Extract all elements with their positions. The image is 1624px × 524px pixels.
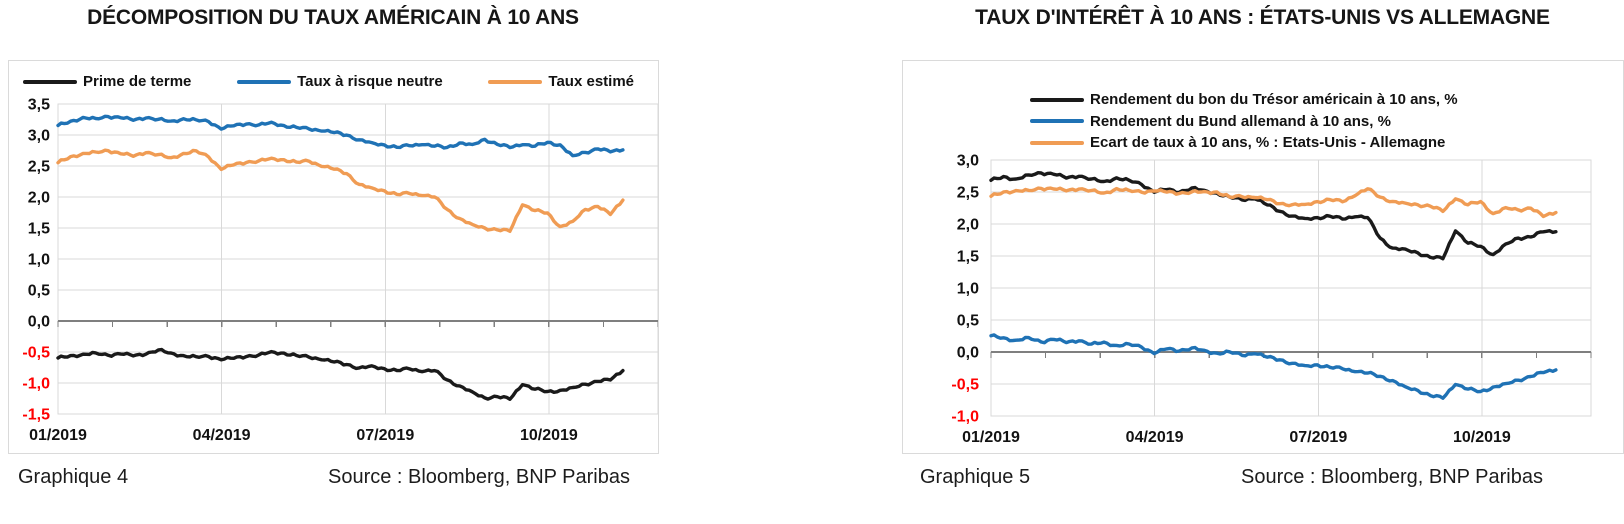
svg-text:-1,5: -1,5	[22, 407, 50, 424]
svg-text:04/2019: 04/2019	[1126, 429, 1184, 446]
svg-text:1,0: 1,0	[957, 281, 979, 298]
legend-label: Rendement du Bund allemand à 10 ans, %	[1090, 112, 1391, 130]
svg-text:2,5: 2,5	[28, 159, 50, 176]
legend-label: Prime de terme	[83, 73, 192, 91]
svg-text:3,0: 3,0	[28, 128, 50, 145]
legend-label: Taux estimé	[548, 73, 634, 91]
svg-text:04/2019: 04/2019	[193, 427, 251, 444]
svg-text:-1,0: -1,0	[951, 409, 979, 426]
legend-line-swatch	[237, 79, 292, 84]
plot: -1,5 -1,0 -0,5 0,0 0,5 1,0 1,5 2,0 2,5 3,0 3,5 01/2…	[22, 97, 658, 444]
svg-text:1,5: 1,5	[957, 249, 979, 266]
svg-text:10/2019: 10/2019	[520, 427, 578, 444]
legend-label: Ecart de taux à 10 ans, % : Etats-Unis -…	[1090, 134, 1446, 152]
svg-text:01/2019: 01/2019	[962, 429, 1020, 446]
svg-text:2,5: 2,5	[957, 185, 979, 202]
svg-text:0,5: 0,5	[957, 313, 979, 330]
svg-text:10/2019: 10/2019	[1453, 429, 1511, 446]
svg-text:-1,0: -1,0	[22, 376, 50, 393]
chart-area: -1,0 -0,5 0,0 0,5 1,0 1,5 2,0 2,5 3,0 01/2019 04/2…	[902, 60, 1624, 454]
legend-line-swatch	[1030, 140, 1084, 145]
svg-text:1,0: 1,0	[28, 252, 50, 269]
caption-row: Graphique 5 Source : Bloomberg, BNP Pari…	[902, 466, 1623, 489]
svg-text:2,0: 2,0	[28, 190, 50, 207]
plot: -1,0 -0,5 0,0 0,5 1,0 1,5 2,0 2,5 3,0 01/2019 04/2…	[951, 153, 1592, 446]
svg-text:0,0: 0,0	[28, 314, 50, 331]
source-label: Source : Bloomberg, BNP Paribas	[327, 466, 630, 488]
svg-text:3,0: 3,0	[957, 153, 979, 170]
svg-text:07/2019: 07/2019	[356, 427, 414, 444]
caption-row: Graphique 4 Source : Bloomberg, BNP Pari…	[8, 466, 658, 489]
chart-title: TAUX D'INTÉRÊT À 10 ANS : ÉTATS-UNIS VS …	[975, 6, 1550, 29]
legend-item: Taux estimé	[488, 71, 634, 93]
chart-title: DÉCOMPOSITION DU TAUX AMÉRICAIN À 10 ANS	[87, 6, 579, 29]
source-label: Source : Bloomberg, BNP Paribas	[1240, 466, 1543, 488]
legend-item: Prime de terme	[23, 71, 191, 93]
figure-left: DÉCOMPOSITION DU TAUX AMÉRICAIN À 10 ANS…	[8, 0, 659, 524]
legend-line-swatch	[23, 79, 77, 84]
legend-item: Rendement du bon du Trésor américain à 1…	[1030, 89, 1458, 111]
legend: Prime de terme Taux à risque neutre Taux e…	[9, 71, 658, 93]
svg-text:2,0: 2,0	[957, 217, 979, 234]
figure-right: TAUX D'INTÉRÊT À 10 ANS : ÉTATS-UNIS VS …	[902, 0, 1624, 524]
legend-line-swatch	[488, 79, 543, 84]
svg-text:1,5: 1,5	[28, 221, 50, 238]
svg-text:0,0: 0,0	[957, 345, 979, 362]
legend-label: Taux à risque neutre	[297, 73, 443, 91]
svg-text:-0,5: -0,5	[951, 377, 979, 394]
svg-text:-0,5: -0,5	[22, 345, 50, 362]
legend-item: Rendement du Bund allemand à 10 ans, %	[1030, 111, 1458, 133]
svg-text:01/2019: 01/2019	[29, 427, 87, 444]
legend-label: Rendement du bon du Trésor américain à 1…	[1090, 91, 1458, 109]
chart-area: -1,5 -1,0 -0,5 0,0 0,5 1,0 1,5 2,0 2,5 3,0 3,5 01/2…	[8, 60, 659, 454]
svg-text:3,5: 3,5	[28, 97, 50, 114]
legend-item: Taux à risque neutre	[237, 71, 443, 93]
svg-text:07/2019: 07/2019	[1289, 429, 1347, 446]
legend-item: Ecart de taux à 10 ans, % : Etats-Unis -…	[1030, 132, 1458, 154]
legend-line-swatch	[1030, 119, 1084, 124]
figure-number: Graphique 5	[920, 466, 1031, 488]
svg-text:0,5: 0,5	[28, 283, 50, 300]
figure-number: Graphique 4	[18, 466, 129, 488]
legend: Rendement du bon du Trésor américain à 1…	[1030, 89, 1458, 154]
legend-line-swatch	[1030, 97, 1084, 102]
